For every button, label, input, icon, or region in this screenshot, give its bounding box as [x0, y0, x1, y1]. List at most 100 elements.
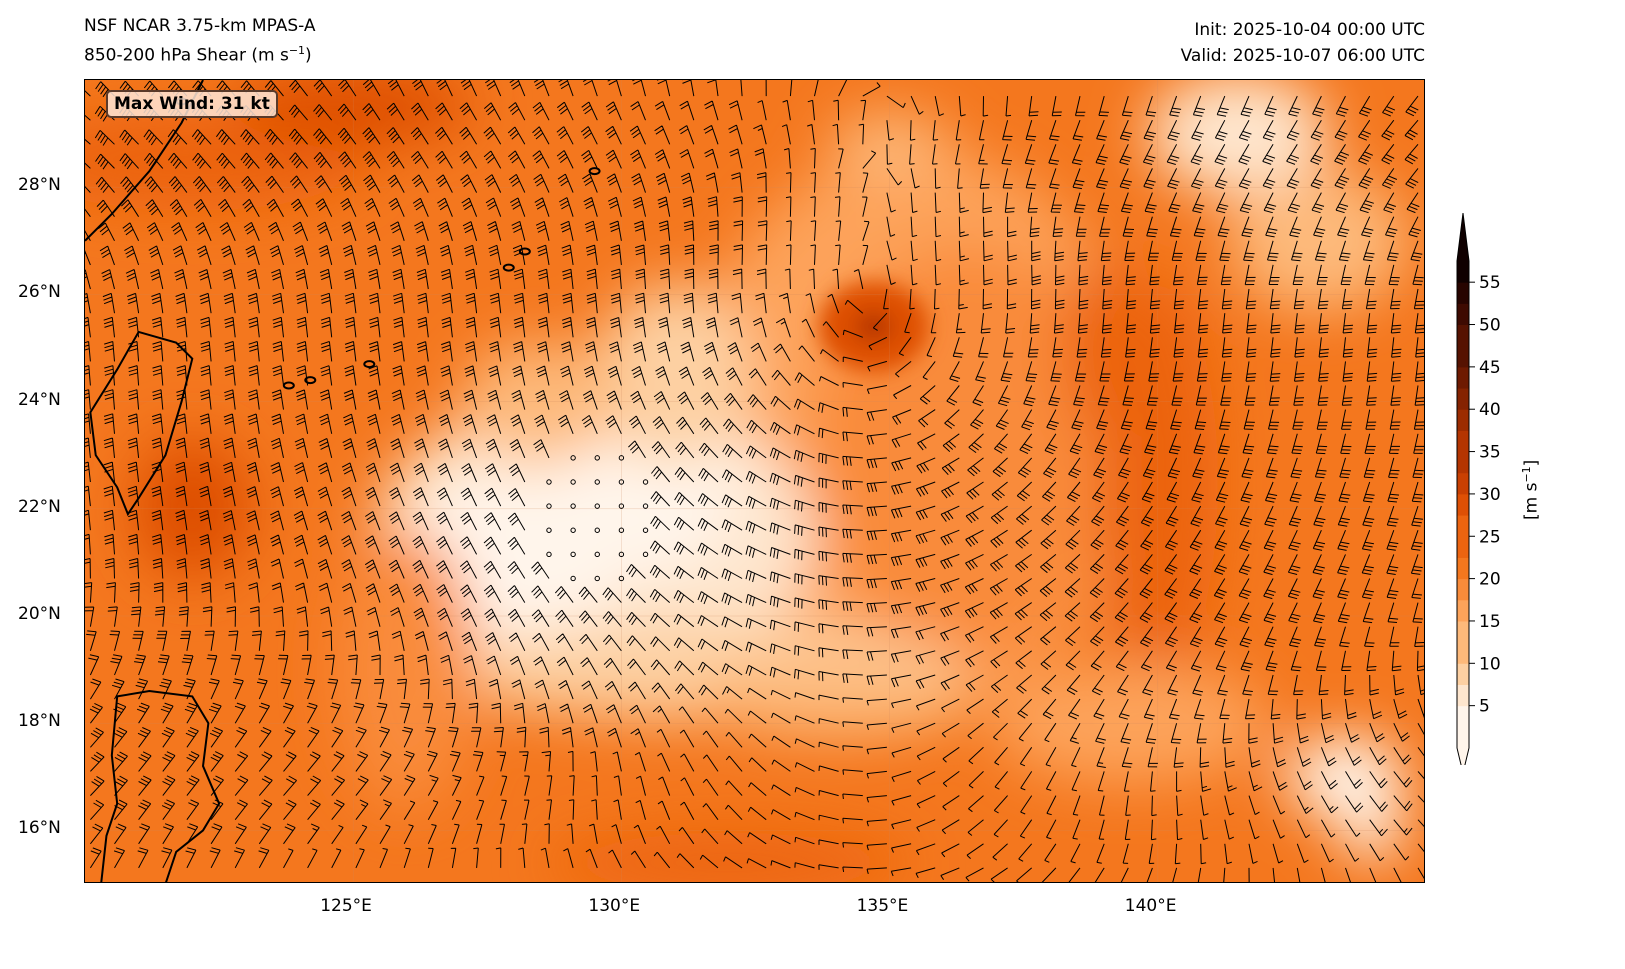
wind-barb: [379, 848, 388, 869]
wind-barb: [390, 438, 405, 459]
wind-barb: [605, 149, 622, 169]
wind-barb: [1054, 240, 1065, 262]
wind-barb: [1065, 650, 1081, 671]
wind-barb: [389, 487, 405, 507]
wind-barb: [128, 389, 140, 410]
wind-barb: [941, 698, 960, 713]
wind-barb: [1016, 867, 1033, 882]
title-line2: 850-200 hPa Shear (m s−1): [84, 44, 312, 66]
wind-barb: [1411, 481, 1424, 503]
wind-barb: [1173, 288, 1185, 310]
wind-barb: [773, 343, 791, 362]
wind-barb: [1219, 409, 1231, 430]
colorbar-band: [1457, 388, 1469, 410]
wind-barb: [1145, 409, 1158, 431]
wind-barb: [842, 552, 863, 563]
wind-barb: [1393, 795, 1413, 812]
wind-barb: [965, 674, 984, 692]
wind-barb: [1294, 361, 1305, 382]
wind-barb: [417, 316, 429, 338]
wind-barb: [271, 389, 284, 410]
wind-barb: [659, 268, 671, 290]
shear-contour: [132, 438, 253, 579]
wind-barb: [814, 80, 819, 97]
wind-barb: [362, 151, 381, 169]
wind-barb: [341, 535, 357, 555]
taiwan-coastline: [89, 330, 194, 517]
wind-barb: [1042, 481, 1057, 502]
wind-barb: [1311, 192, 1325, 214]
wind-barb: [677, 391, 695, 410]
wind-barb: [940, 553, 960, 570]
wind-barb: [556, 101, 574, 121]
wind-barb: [842, 431, 863, 442]
wind-barb: [680, 341, 695, 362]
wind-barb: [293, 510, 309, 531]
wind-barb: [979, 168, 990, 189]
wind-barb: [1151, 795, 1157, 817]
wind-barb: [296, 341, 309, 362]
wind-barb: [1296, 723, 1309, 744]
wind-barb: [1288, 529, 1301, 551]
wind-barb: [208, 702, 222, 724]
wind-barb: [154, 606, 166, 627]
wind-barb: [1335, 95, 1349, 117]
wind-barb: [436, 607, 453, 627]
wind-barb: [422, 703, 434, 724]
wind-barb: [440, 268, 453, 290]
wind-barb: [1004, 192, 1015, 213]
wind-barb: [264, 152, 284, 169]
wind-barb: [341, 486, 357, 507]
luzon-coastline: [100, 690, 221, 882]
wind-barb: [90, 823, 104, 845]
wind-barb: [789, 80, 793, 97]
wind-barb: [113, 702, 127, 724]
wind-barb: [273, 606, 284, 627]
wind-barb: [1369, 795, 1388, 812]
wind-barb: [355, 848, 365, 869]
calm-wind-marker: [570, 503, 576, 509]
wind-barb: [916, 457, 936, 474]
wind-barb: [866, 553, 887, 565]
wind-barb: [866, 698, 887, 706]
wind-barb: [254, 654, 265, 676]
wind-barb: [994, 771, 1008, 790]
colorbar-tick-label: 15: [1479, 612, 1501, 632]
wind-barb: [560, 365, 574, 386]
wind-barb: [835, 244, 841, 265]
wind-barb: [270, 510, 284, 531]
wind-barb: [1101, 264, 1112, 286]
wind-barb: [461, 197, 478, 217]
wind-barb: [842, 382, 863, 388]
wind-barb: [1245, 699, 1256, 720]
wind-barb: [368, 268, 381, 290]
wind-barb: [704, 100, 719, 121]
wind-barb: [1190, 168, 1204, 190]
wind-barb: [110, 654, 123, 676]
wind-barb: [842, 625, 863, 635]
wind-barb: [1119, 144, 1132, 166]
wind-barb: [223, 437, 236, 458]
wind-barb: [320, 316, 333, 338]
wind-barb: [436, 511, 453, 531]
wind-barb: [459, 150, 478, 169]
wind-barb: [219, 222, 236, 242]
wind-barb: [509, 80, 526, 97]
wind-barb: [1214, 119, 1228, 141]
wind-barb: [941, 819, 960, 835]
wind-barb: [1099, 361, 1111, 382]
wind-barb: [794, 548, 815, 561]
wind-barb: [997, 385, 1011, 407]
wind-barb: [673, 516, 695, 531]
wind-barb: [1123, 361, 1135, 382]
wind-barb: [893, 385, 912, 400]
wind-barb: [793, 424, 815, 436]
wind-barb: [1411, 505, 1423, 527]
calm-wind-marker: [594, 551, 600, 558]
wind-barb: [1046, 819, 1057, 840]
wind-barb: [94, 130, 115, 146]
wind-barb: [317, 534, 333, 555]
wind-barb: [1219, 698, 1230, 720]
wind-barb: [1196, 723, 1207, 744]
wind-barb: [114, 751, 128, 772]
